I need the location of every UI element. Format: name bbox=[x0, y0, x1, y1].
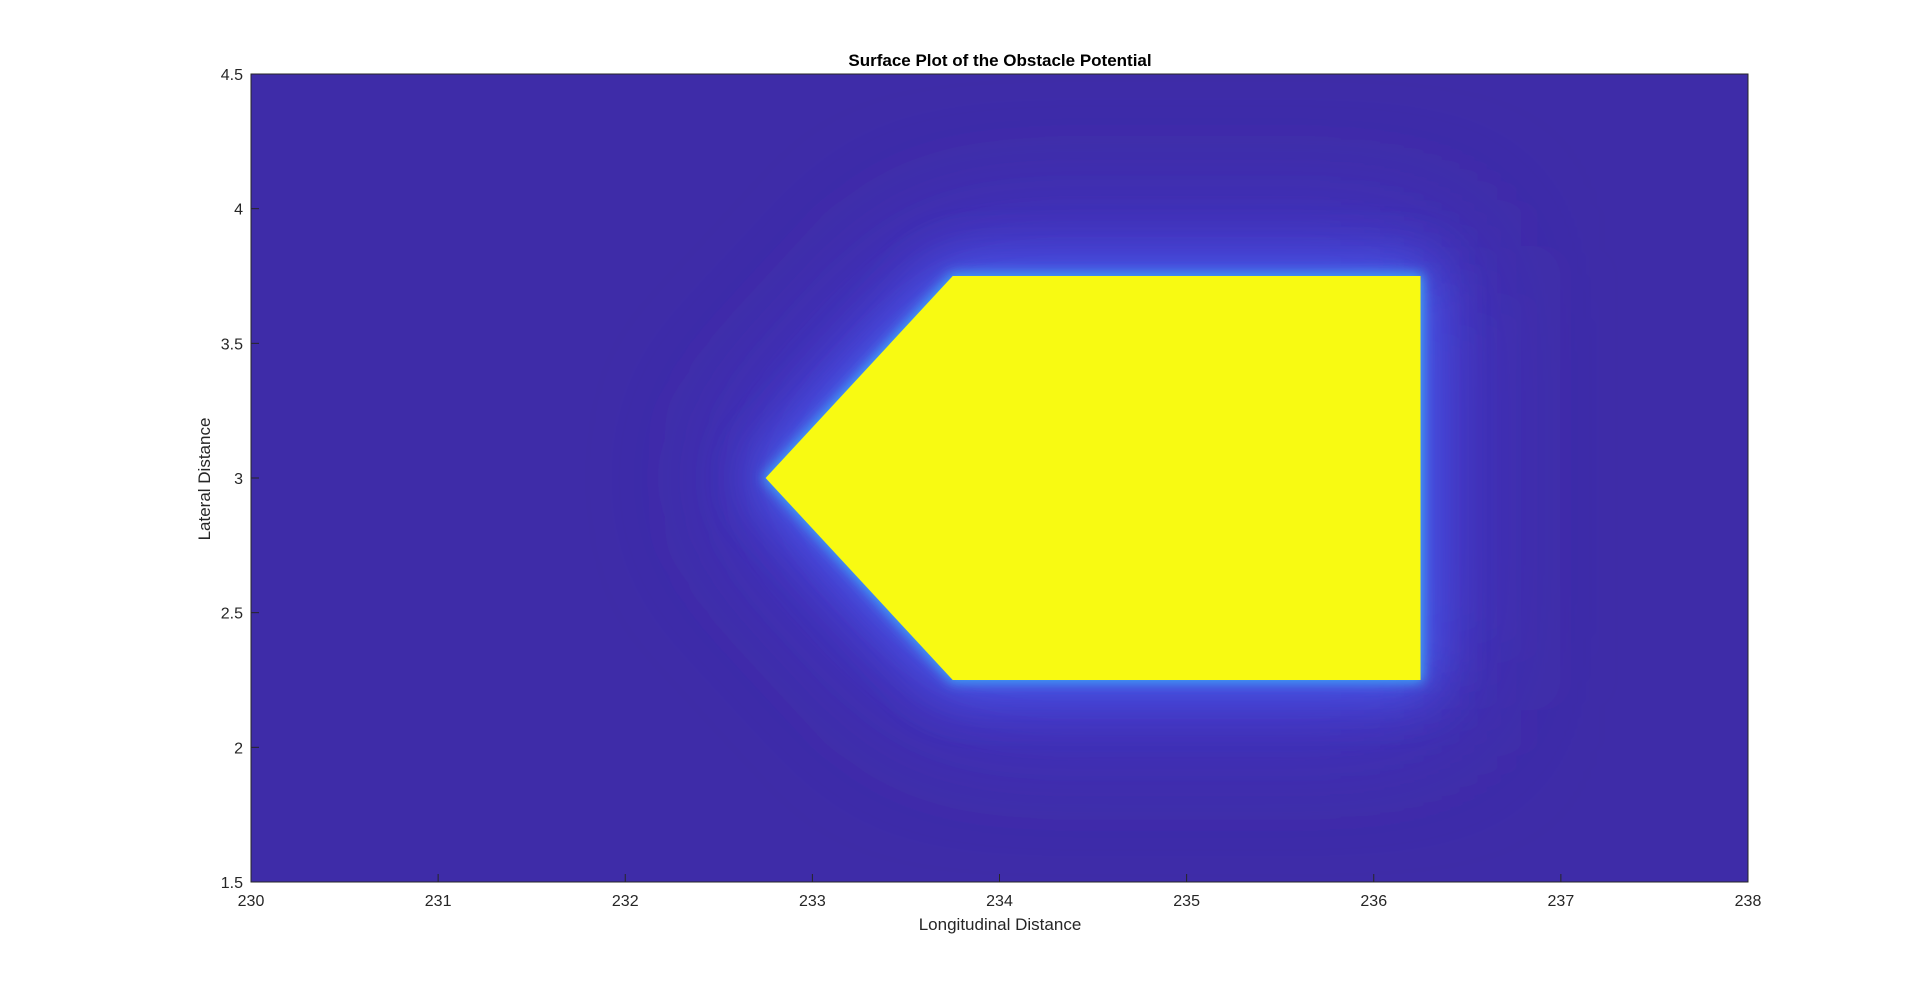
y-tick-label: 2 bbox=[234, 740, 243, 757]
y-axis-title: Lateral Distance bbox=[195, 418, 214, 541]
x-tick-label: 235 bbox=[1173, 893, 1200, 910]
x-tick-label: 237 bbox=[1548, 893, 1575, 910]
x-tick-label: 236 bbox=[1360, 893, 1387, 910]
x-tick-label: 231 bbox=[425, 893, 452, 910]
x-axis: 230 231 232 233 234 235 236 237 238 bbox=[238, 874, 1762, 910]
obstacle-shape bbox=[765, 276, 1421, 680]
x-tick-label: 232 bbox=[612, 893, 639, 910]
x-axis-title: Longitudinal Distance bbox=[919, 915, 1082, 934]
y-tick-label: 4.5 bbox=[221, 67, 243, 84]
chart-title: Surface Plot of the Obstacle Potential bbox=[848, 51, 1151, 70]
y-tick-label: 1.5 bbox=[221, 875, 243, 892]
y-tick-label: 3 bbox=[234, 471, 243, 488]
y-tick-label: 4 bbox=[234, 202, 243, 219]
x-tick-label: 233 bbox=[799, 893, 826, 910]
x-tick-label: 234 bbox=[986, 893, 1013, 910]
y-axis: 1.5 2 2.5 3 3.5 4 4.5 bbox=[221, 67, 259, 892]
x-tick-label: 230 bbox=[238, 893, 265, 910]
x-tick-label: 238 bbox=[1735, 893, 1762, 910]
y-tick-label: 2.5 bbox=[221, 606, 243, 623]
y-tick-label: 3.5 bbox=[221, 336, 243, 353]
plot-area bbox=[251, 74, 1748, 882]
